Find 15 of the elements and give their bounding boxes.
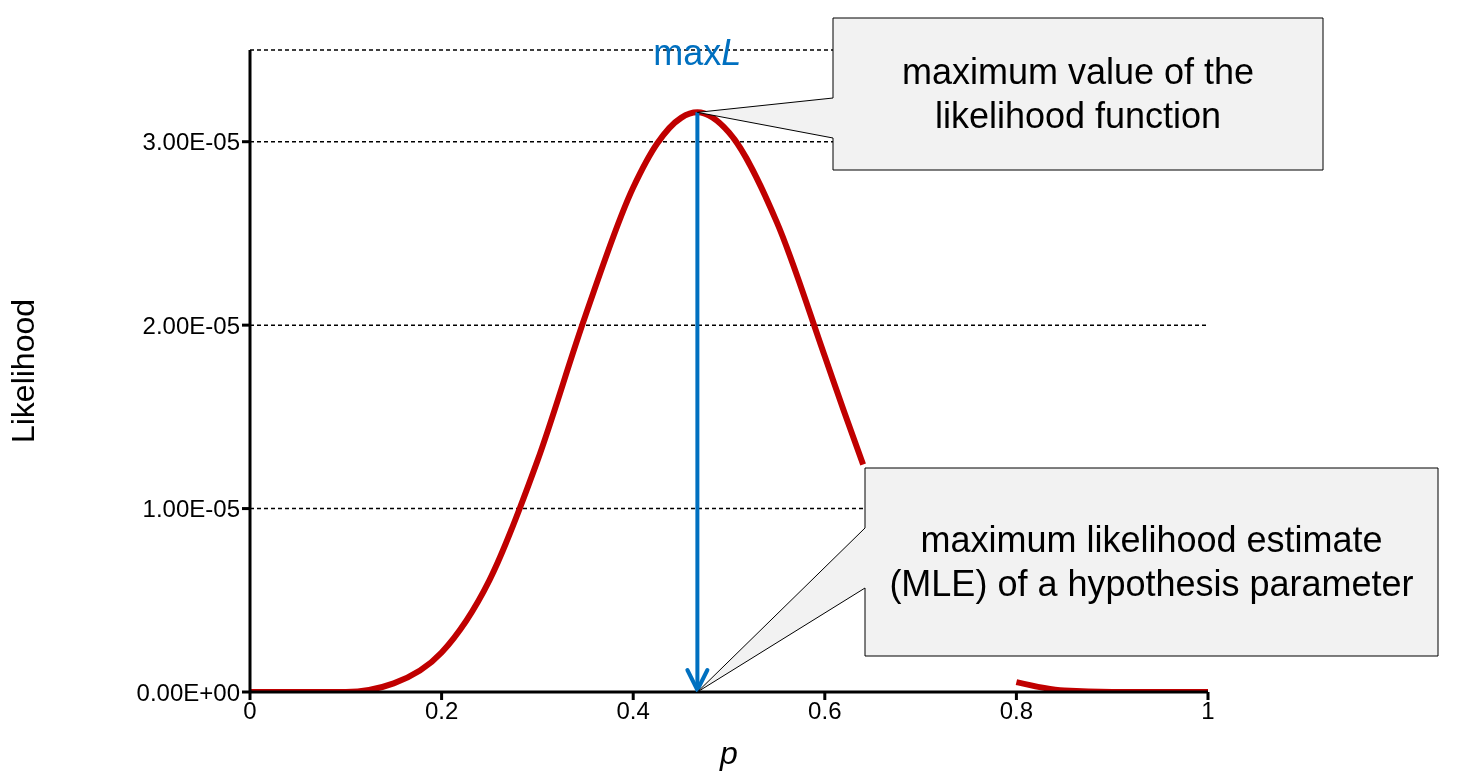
x-tick-label: 0 [243, 697, 257, 725]
x-axis-title: p [719, 735, 738, 771]
annotation: maximum likelihood estimate (MLE) of a hypothesis parameter [888, 518, 1415, 606]
y-axis-title: Likelihood [5, 298, 42, 444]
y-tick-label: 3.00E-05 [142, 128, 240, 156]
annotation: maximum value of the likelihood function [900, 50, 1256, 138]
x-tick-label: 0.2 [424, 697, 459, 725]
y-tick-label: 2.00E-05 [142, 311, 240, 339]
y-tick-label: 0.00E+00 [136, 678, 240, 706]
ref-line-label: maxL [652, 32, 743, 75]
x-tick-label: 0.8 [999, 697, 1034, 725]
x-tick-label: 0.6 [808, 697, 842, 725]
x-tick-label: 0.4 [616, 697, 650, 725]
y-tick-label: 1.00E-05 [142, 495, 240, 523]
x-tick-label: 1 [1201, 697, 1215, 725]
